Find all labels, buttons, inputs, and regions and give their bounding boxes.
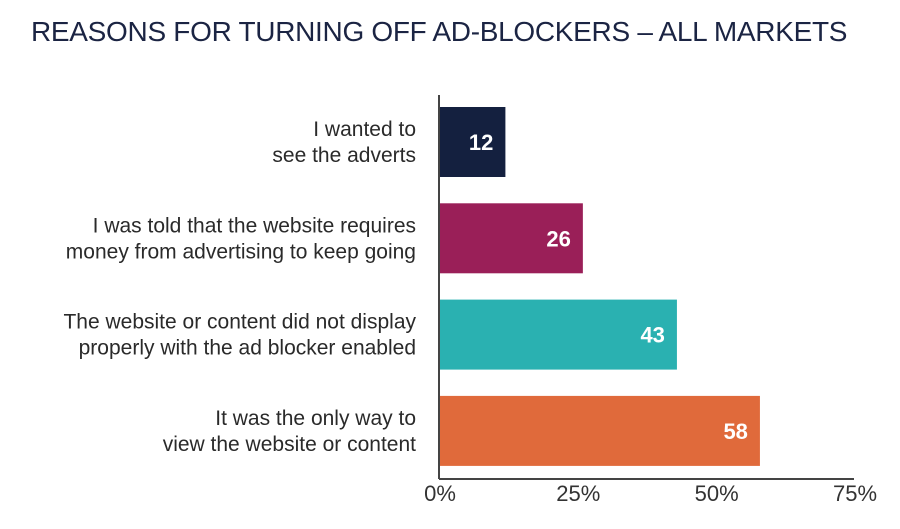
bar-3	[439, 395, 760, 466]
value-label-1: 26	[546, 226, 570, 251]
category-label-1-0: I was told that the website requires	[93, 214, 416, 237]
bar-2	[439, 299, 677, 370]
category-label-3-1: view the website or content	[163, 433, 416, 456]
category-label-2-0: The website or content did not display	[63, 311, 416, 334]
x-tick-label-2: 50%	[695, 481, 739, 506]
category-label-2-1: properly with the ad blocker enabled	[79, 337, 416, 360]
chart-title: REASONS FOR TURNING OFF AD-BLOCKERS – AL…	[31, 16, 848, 47]
category-label-0-1: see the adverts	[272, 144, 416, 167]
value-label-2: 43	[640, 323, 664, 348]
value-label-3: 58	[723, 419, 747, 444]
category-label-1-1: money from advertising to keep going	[66, 240, 416, 263]
x-tick-label-0: 0%	[424, 481, 456, 506]
category-label-0-0: I wanted to	[313, 118, 416, 141]
x-tick-label-3: 75%	[833, 481, 877, 506]
bar-0	[439, 107, 506, 177]
bar-1	[439, 203, 583, 274]
category-label-3-0: It was the only way to	[215, 407, 416, 430]
x-tick-label-1: 25%	[556, 481, 600, 506]
value-label-0: 12	[469, 130, 493, 155]
